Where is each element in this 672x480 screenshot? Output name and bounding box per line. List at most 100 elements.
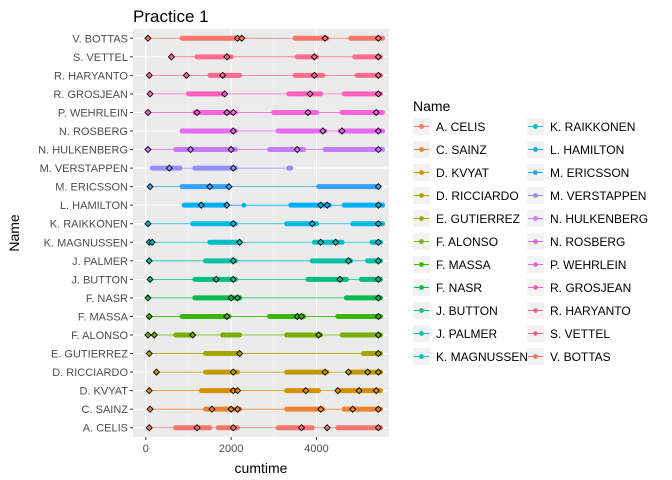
highlight-marker [319,127,327,135]
highlight-marker [229,424,237,432]
x-axis: 0 2000 4000 [143,437,329,455]
highlight-marker [208,405,216,413]
highlight-marker [146,275,154,284]
highlight-marker [349,405,357,413]
y-tick-label: P. WEHRLEIN [58,107,128,119]
series-layer [144,34,386,432]
legend-key-point [533,147,538,152]
highlight-marker [344,257,353,265]
y-axis-label: Name [6,214,22,252]
highlight-marker [374,182,382,191]
highlight-marker [144,220,152,228]
legend-item: J. PALMER [413,325,497,342]
highlight-marker [238,34,246,42]
highlight-marker [233,294,242,302]
legend-item: P. WEHRLEIN [527,256,626,273]
legend-item: L. HAMILTON [527,141,624,158]
highlight-marker [144,108,152,117]
highlight-marker [314,331,323,339]
series-m-verstappen [149,164,294,172]
highlight-marker [229,220,237,228]
series-k-magnussen [145,238,383,246]
legend-label: R. GROSJEAN [550,281,631,295]
highlight-marker [332,238,340,246]
series-a-celis [145,424,383,432]
highlight-marker [374,201,382,209]
y-tick-label: D. KVYAT [80,386,129,398]
legend-label: P. WEHRLEIN [550,258,626,272]
y-tick-label: J. PALMER [72,256,128,268]
series-d-ricciardo [152,368,383,376]
highlight-marker [229,127,237,135]
legend-key-point [533,124,538,129]
legend-item: M. VERSTAPPEN [527,187,646,204]
highlight-marker [374,220,382,228]
highlight-marker [374,71,382,79]
highlight-marker [297,424,306,432]
highlight-marker [144,34,152,42]
legend-label: D. KVYAT [436,166,490,180]
legend-label: J. BUTTON [436,304,498,318]
y-tick-label: E. GUTIERREZ [51,349,128,361]
legend-item: M. ERICSSON [527,164,629,181]
plot-panel [133,29,389,437]
series-s-vettel [167,53,383,61]
highlight-marker [182,71,190,79]
highlight-marker [374,349,382,358]
highlight-marker [374,275,382,284]
y-axis: A. CELIS C. SAINZ D. KVYAT D. RICCIARDO E. G… [38,33,133,435]
legend-item: A. CELIS [413,118,485,135]
legend-label: F. ALONSO [436,235,498,249]
series-v-bottas [144,34,386,42]
y-tick-label: R. GROSJEAN [53,89,128,101]
legend-item: F. NASR [413,279,482,296]
highlight-marker [145,386,153,395]
legend-label: R. HARYANTO [550,304,631,318]
legend-label: N. HULKENBERG [550,212,648,226]
series-f-massa [145,312,383,321]
highlight-marker [304,108,312,117]
legend-title: Name [413,98,451,114]
legend: Name A. CELIS C. SAINZ D. KVYAT D. RICCIARD… [413,98,648,365]
legend-label: E. GUTIERREZ [436,212,520,226]
highlight-marker [317,405,325,413]
y-tick-label: A. CELIS [83,423,128,435]
highlight-marker [372,386,380,395]
highlight-marker [323,424,331,432]
legend-item: N. ROSBERG [527,233,625,250]
highlight-marker [344,368,353,376]
data-point [241,202,247,208]
highlight-marker [310,53,318,61]
highlight-marker [302,386,310,395]
highlight-marker [144,331,152,339]
highlight-marker [233,405,242,413]
highlight-marker [218,71,227,79]
highlight-marker [310,71,318,79]
legend-label: V. BOTTAS [550,350,611,364]
highlight-marker [321,34,329,42]
legend-key-point [533,239,538,244]
legend-label: M. VERSTAPPEN [550,189,646,203]
legend-item: S. VETTEL [527,325,610,342]
y-tick-label: M. ERICSSON [55,182,128,194]
legend-item: J. BUTTON [413,302,498,319]
highlight-marker [374,238,382,246]
highlight-marker [297,312,306,321]
highlight-marker [145,71,153,79]
legend-key-point [419,147,424,152]
legend-key-point [419,170,424,175]
highlight-marker [227,294,235,302]
highlight-marker [336,275,344,284]
highlight-marker [236,349,244,358]
highlight-marker [233,386,242,395]
highlight-marker [317,238,325,246]
legend-label: N. ROSBERG [550,235,625,249]
highlight-marker [374,331,382,339]
legend-item: R. HARYANTO [527,302,631,319]
y-tick-label: C. SAINZ [82,404,129,416]
series-p-wehrlein [144,108,386,117]
legend-key-point [533,170,538,175]
series-k-raikkonen [144,220,386,228]
legend-key-point [419,216,424,221]
legend-item: K. MAGNUSSEN [413,348,528,365]
